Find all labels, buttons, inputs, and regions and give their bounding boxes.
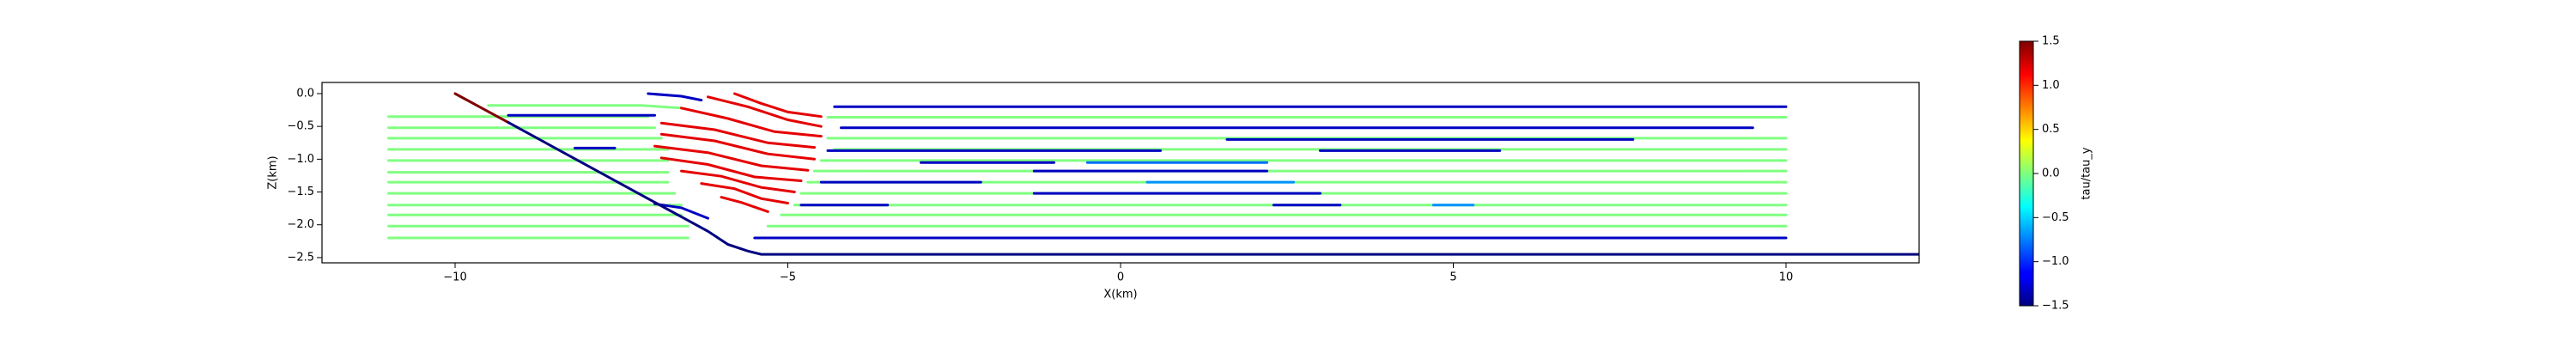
y-tick-label: −2.0 (287, 218, 314, 231)
y-tick-label: −0.5 (287, 120, 314, 133)
colorbar-tick-label: 0.0 (2042, 167, 2060, 180)
x-axis-label: X(km) (1103, 289, 1137, 301)
streamline (453, 92, 510, 125)
streamline (659, 132, 816, 161)
streamline (507, 121, 1919, 256)
x-tick-label: −5 (780, 271, 796, 284)
streamline (659, 156, 803, 182)
colorbar (2019, 40, 2034, 307)
y-tick-label: −1.0 (287, 153, 314, 166)
streamline (720, 196, 769, 213)
plot-area (387, 92, 1919, 256)
y-tick-label: 0.0 (296, 87, 314, 100)
streamline (647, 92, 703, 102)
y-axis-label: Z(km) (267, 155, 280, 189)
streamline (653, 202, 709, 220)
x-tick-label: 10 (1779, 271, 1794, 284)
x-tick-label: −10 (443, 271, 466, 284)
streamline (659, 121, 816, 149)
streamline (700, 182, 789, 204)
streamline (487, 104, 683, 110)
streamline (680, 169, 796, 193)
y-tick-label: −1.5 (287, 186, 314, 198)
colorbar-label: tau/tau_y (2081, 147, 2093, 199)
streamline (733, 92, 823, 119)
colorbar-tick-label: 1.0 (2042, 79, 2060, 92)
colorbar-tick-label: −0.5 (2042, 211, 2069, 224)
x-tick-label: 5 (1449, 271, 1456, 284)
colorbar-tick-label: 0.5 (2042, 123, 2060, 136)
y-tick-label: −2.5 (287, 251, 314, 264)
streamline (707, 95, 823, 128)
colorbar-tick-label: −1.0 (2042, 255, 2069, 268)
streamline (680, 107, 823, 138)
streamline (653, 144, 810, 172)
x-tick-label: 0 (1117, 271, 1124, 284)
colorbar-tick-label: 1.5 (2042, 35, 2060, 48)
colorbar-tick-label: −1.5 (2042, 300, 2069, 313)
